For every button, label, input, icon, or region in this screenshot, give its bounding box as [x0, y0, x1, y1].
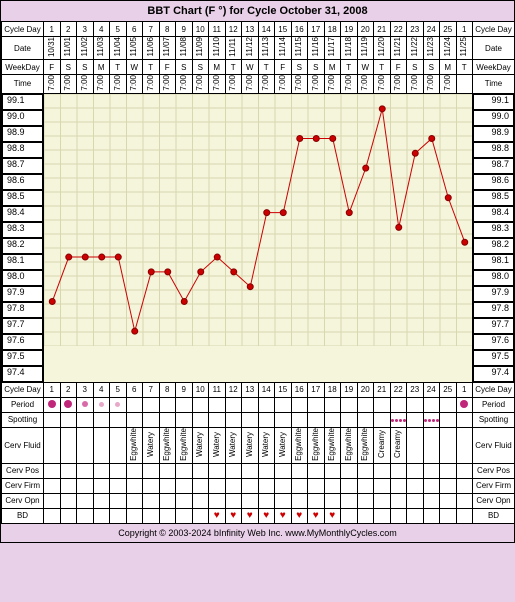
row-label: Time: [2, 75, 44, 94]
row-label: Spotting: [473, 412, 515, 427]
row-label: BD: [473, 508, 515, 523]
row-label: Cycle Day: [473, 382, 515, 397]
row-label: Time: [473, 75, 515, 94]
row-label: WeekDay: [473, 60, 515, 75]
row-label: Cerv Fluid: [2, 427, 44, 463]
row-label: Period: [2, 397, 44, 412]
row-label: Cerv Opn: [2, 493, 44, 508]
row-label: Cerv Opn: [473, 493, 515, 508]
row-label: BD: [2, 508, 44, 523]
row-label: Cerv Pos: [2, 463, 44, 478]
chart-title: BBT Chart (F °) for Cycle October 31, 20…: [1, 1, 514, 21]
row-label: Period: [473, 397, 515, 412]
row-label: Cerv Pos: [473, 463, 515, 478]
row-label: Date: [2, 37, 44, 60]
row-label: WeekDay: [2, 60, 44, 75]
row-label: Date: [473, 37, 515, 60]
row-label: Cycle Day: [2, 382, 44, 397]
row-label: Spotting: [2, 412, 44, 427]
row-label: Cycle Day: [473, 22, 515, 37]
footer-text: Copyright © 2003-2024 bInfinity Web Inc.…: [1, 524, 514, 542]
row-label: Cerv Firm: [473, 478, 515, 493]
chart-table: Cycle Day1234567891011121314151617181920…: [1, 21, 515, 524]
row-label: Cerv Fluid: [473, 427, 515, 463]
row-label: Cycle Day: [2, 22, 44, 37]
row-label: Cerv Firm: [2, 478, 44, 493]
